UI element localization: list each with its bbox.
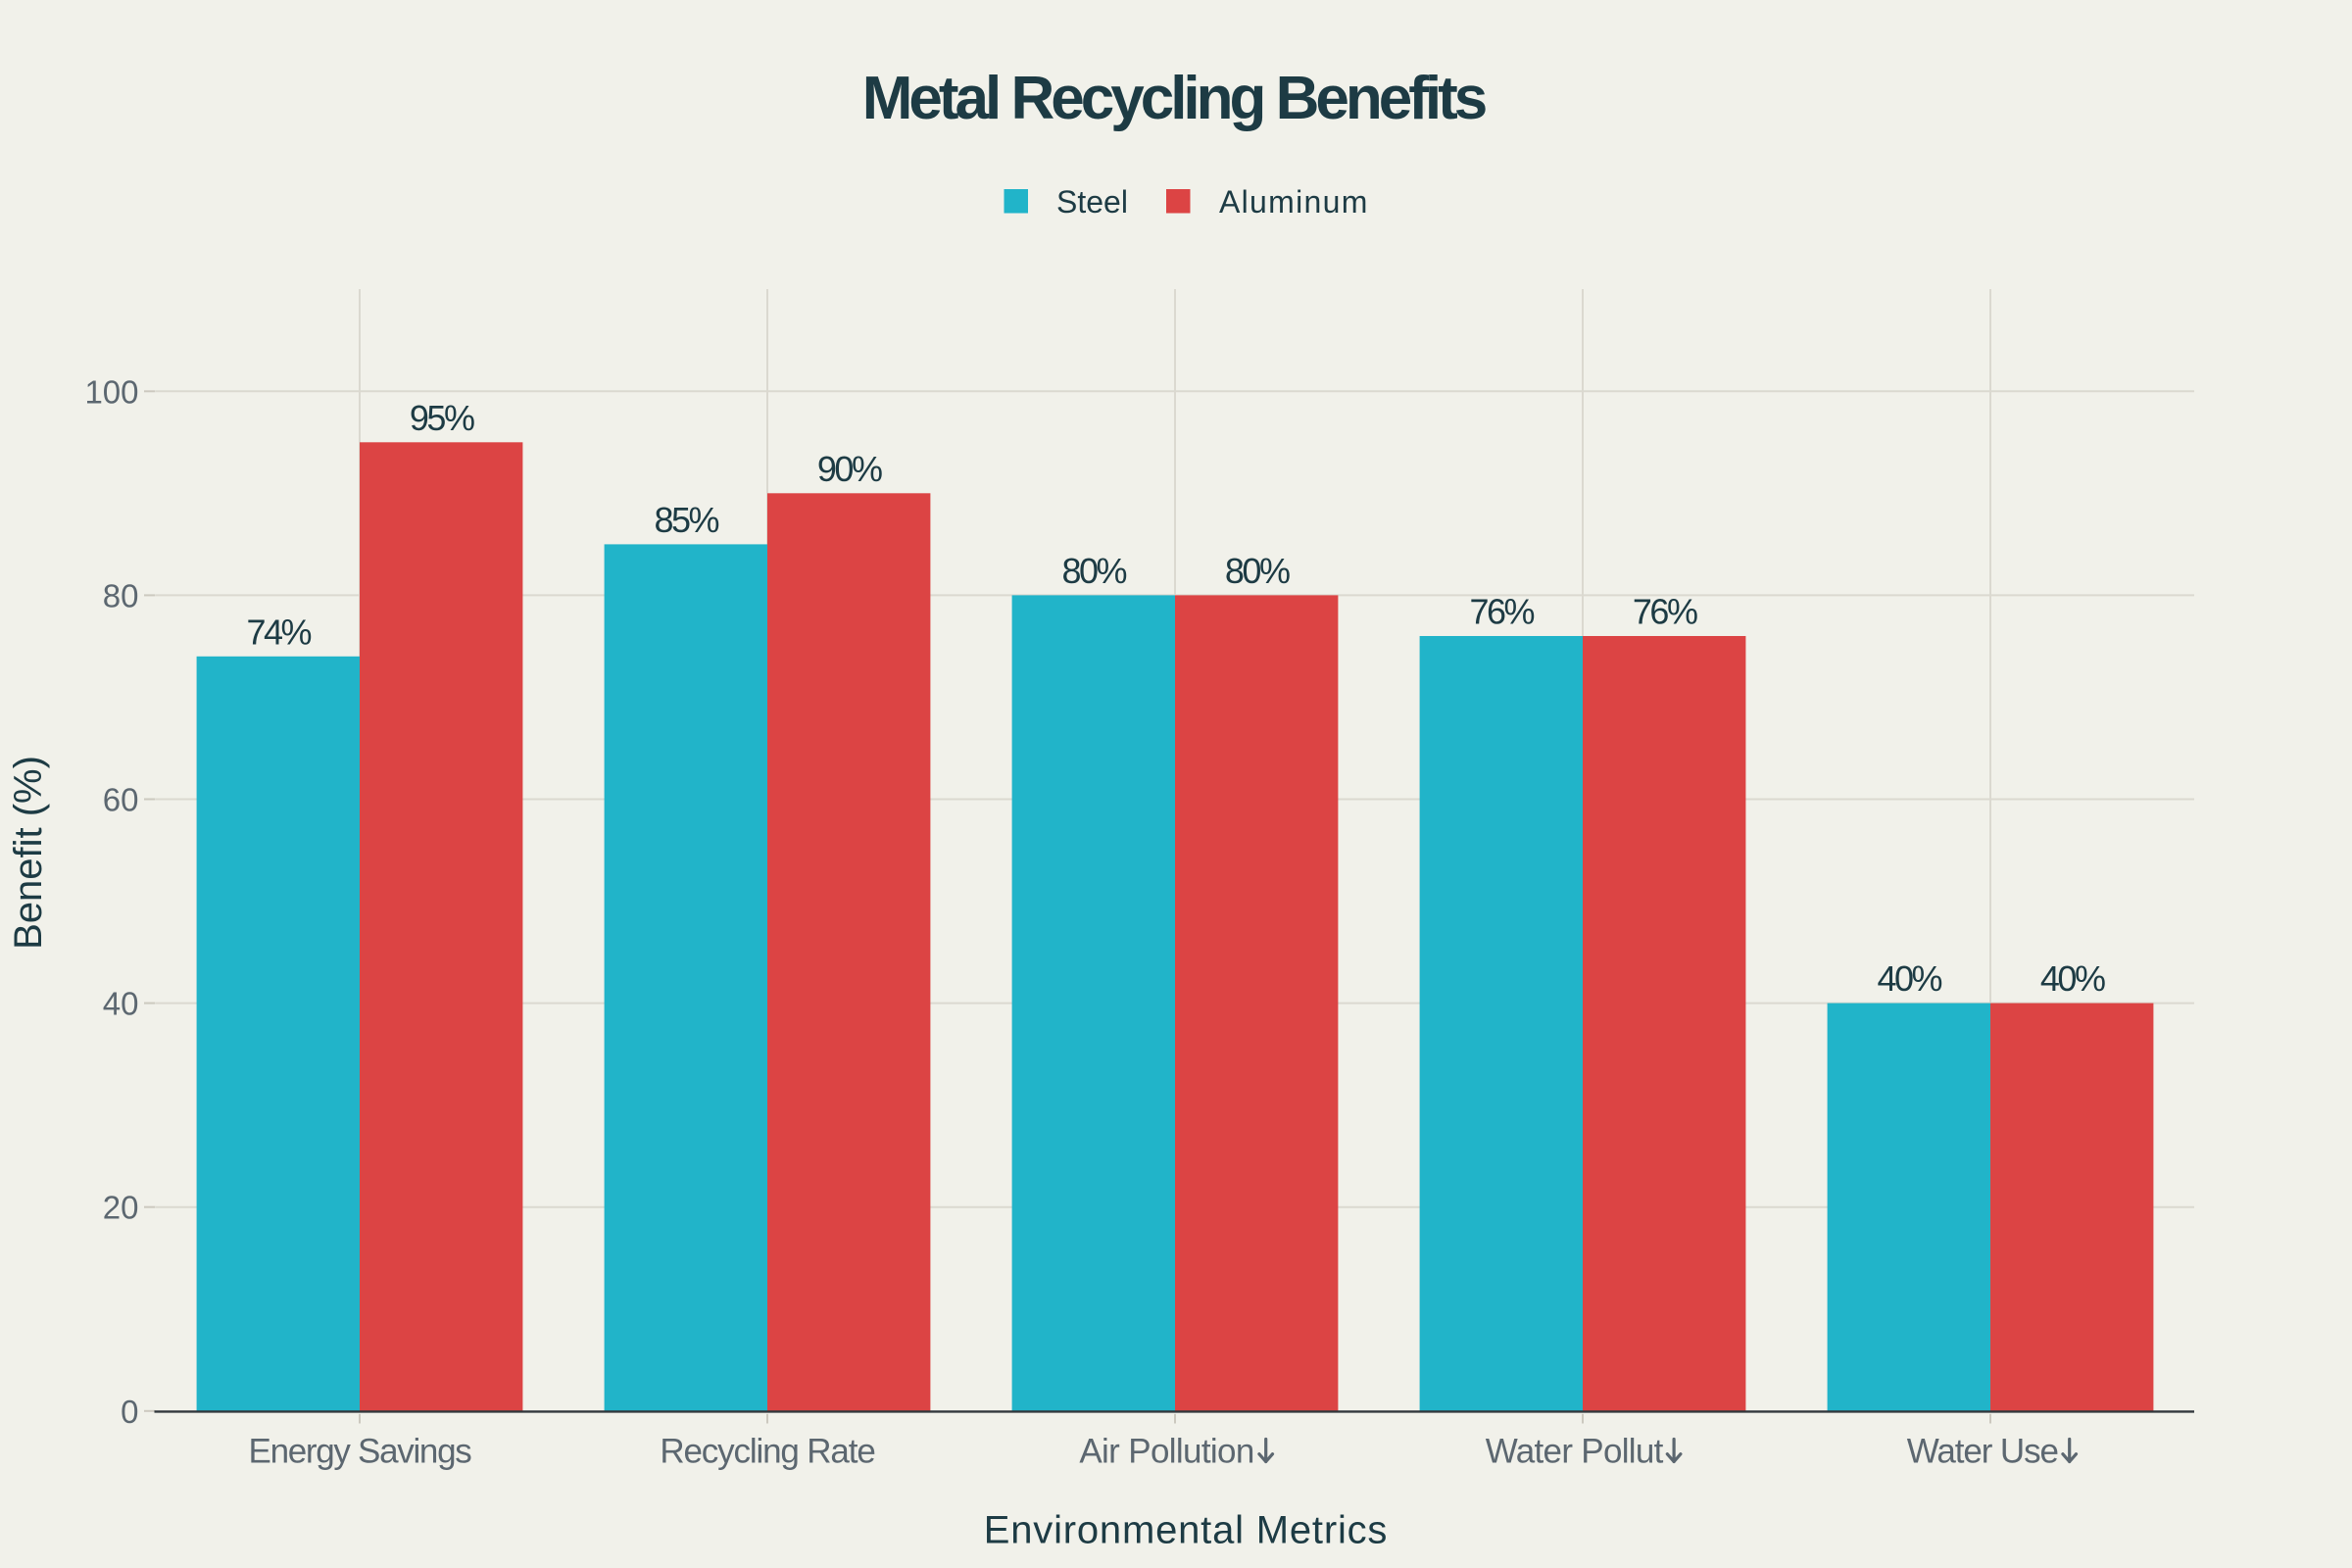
svg-text:40%: 40% [1878, 958, 1942, 999]
svg-text:40: 40 [103, 986, 139, 1022]
svg-text:Metal Recycling Benefits: Metal Recycling Benefits [862, 65, 1486, 132]
svg-text:Water Pollut: Water Pollut [1486, 1432, 1664, 1470]
svg-text:85%: 85% [655, 500, 719, 540]
svg-text:Recycling Rate: Recycling Rate [660, 1432, 874, 1470]
svg-text:80%: 80% [1062, 551, 1127, 591]
svg-text:90%: 90% [817, 449, 882, 489]
svg-text:Aluminum: Aluminum [1219, 184, 1369, 220]
svg-text:95%: 95% [410, 398, 474, 438]
svg-text:0: 0 [121, 1394, 138, 1430]
svg-text:Environmental Metrics: Environmental Metrics [984, 1509, 1388, 1552]
svg-text:Energy Savings: Energy Savings [249, 1432, 472, 1470]
svg-text:Benefit (%): Benefit (%) [7, 756, 50, 950]
svg-text:Water Use: Water Use [1907, 1432, 2058, 1470]
svg-text:80: 80 [103, 577, 139, 613]
svg-text:76%: 76% [1470, 592, 1535, 632]
svg-text:100: 100 [84, 373, 138, 410]
svg-text:80%: 80% [1225, 551, 1290, 591]
svg-text:60: 60 [103, 782, 139, 818]
svg-text:74%: 74% [247, 612, 312, 652]
svg-text:76%: 76% [1633, 592, 1697, 632]
svg-text:20: 20 [103, 1190, 139, 1226]
svg-text:40%: 40% [2040, 958, 2105, 999]
svg-text:Air Pollution: Air Pollution [1079, 1432, 1253, 1470]
svg-text:Steel: Steel [1056, 184, 1128, 220]
